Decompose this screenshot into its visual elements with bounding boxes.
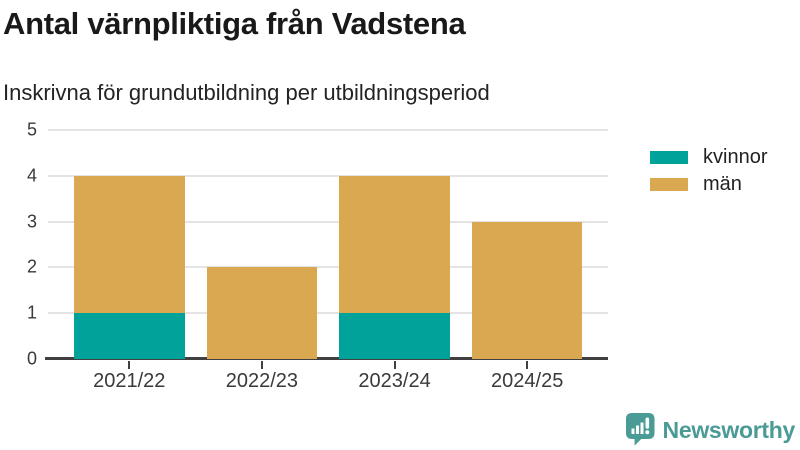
newsworthy-label: Newsworthy	[662, 416, 796, 443]
legend-label-kvinnor: kvinnor	[703, 146, 768, 168]
y-axis-tick-label: 0	[26, 348, 37, 369]
legend-item-män: män	[650, 171, 767, 198]
x-axis-tick	[393, 361, 396, 369]
chart-subtitle: Inskrivna för grundutbildning per utbild…	[3, 80, 490, 105]
x-axis-tick-label: 2023/24	[358, 370, 431, 392]
x-axis-line	[45, 357, 608, 360]
legend: kvinnor män	[650, 144, 767, 198]
y-gridline	[48, 220, 608, 223]
bar-segment-män-2022-23	[206, 267, 318, 359]
newsworthy-branding-link[interactable]: Newsworthy	[625, 413, 796, 447]
y-axis-tick-label: 2	[26, 256, 37, 277]
y-axis-tick-label: 3	[26, 211, 37, 232]
legend-item-kvinnor: kvinnor	[650, 144, 767, 171]
legend-swatch-män	[650, 178, 688, 191]
legend-label-män: män	[703, 173, 742, 195]
bar-segment-kvinnor-2023-24	[339, 313, 450, 359]
x-axis-tick-label: 2022/23	[225, 370, 299, 392]
x-axis-tick	[260, 361, 263, 369]
bar-segment-kvinnor-2021-22	[74, 313, 185, 359]
y-gridline	[48, 129, 608, 131]
y-gridline	[48, 312, 608, 315]
chart-title: Antal värnpliktiga från Vadstena	[3, 6, 466, 41]
bar-segment-män-2021-22	[74, 175, 185, 314]
y-gridline	[48, 266, 608, 269]
bar-segment-män-2024-25	[471, 221, 583, 359]
x-axis-tick-label: 2024/25	[491, 370, 564, 392]
x-axis-tick-label: 2021/22	[93, 370, 166, 392]
bar-segment-män-2023-24	[339, 175, 450, 314]
y-axis-tick-label: 5	[26, 119, 37, 140]
legend-swatch-kvinnor	[650, 151, 688, 164]
newsworthy-logo-icon	[625, 413, 655, 446]
plot-area: 0 1 2 3 4 5 2021/22 2022/23 2023/24 2024/25	[27, 120, 608, 392]
x-axis-tick	[526, 361, 529, 369]
y-axis-tick-label: 4	[26, 165, 37, 186]
y-axis-tick-label: 1	[26, 302, 37, 323]
y-gridline	[48, 174, 608, 177]
x-axis-tick	[128, 361, 131, 369]
